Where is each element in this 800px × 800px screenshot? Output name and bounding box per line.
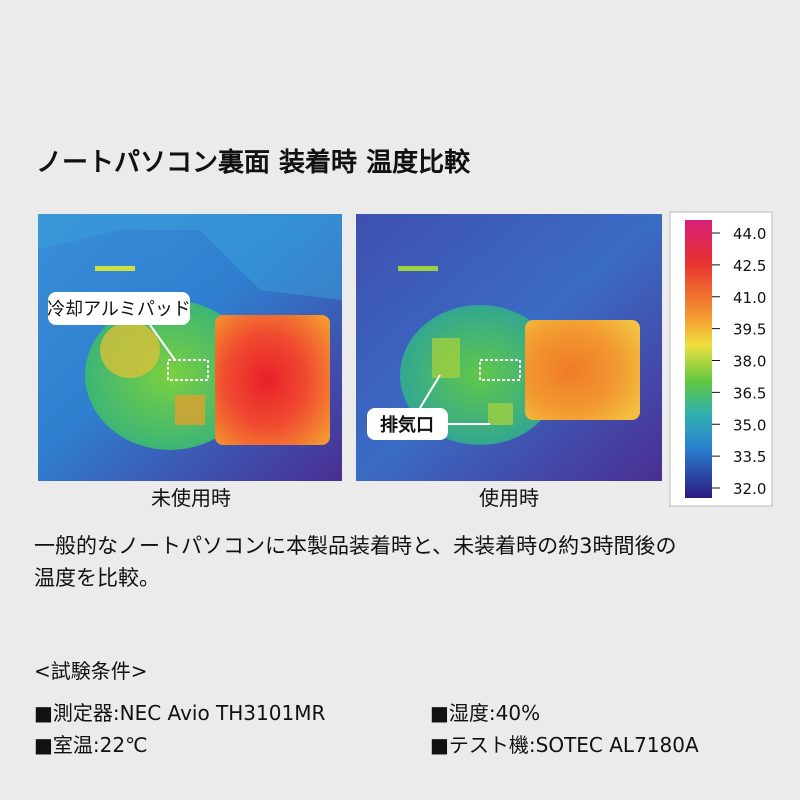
callout-label: 冷却アルミパッド: [47, 299, 191, 320]
condition: ■室温:22℃: [34, 733, 148, 757]
title: ノートパソコン裏面 装着時 温度比較: [36, 148, 471, 178]
image-caption: 使用時: [479, 486, 539, 510]
scale-label: 44.0: [733, 225, 766, 243]
callout-label: 排気口: [380, 414, 434, 436]
scale-label: 36.5: [733, 384, 766, 402]
condition: ■湿度:40%: [430, 701, 541, 725]
description: 一般的なノートパソコンに本製品装着時と、未装着時の約3時間後の: [34, 534, 677, 558]
scale-label: 41.0: [733, 289, 766, 307]
scale-label: 42.5: [733, 257, 766, 275]
condition: ■測定器:NEC Avio TH3101MR: [34, 701, 326, 725]
scale-label: 39.5: [733, 321, 766, 339]
conditions-heading: <試験条件>: [34, 659, 148, 683]
image-caption: 未使用時: [151, 486, 231, 510]
scale-label: 35.0: [733, 416, 766, 434]
scale-label: 32.0: [733, 480, 766, 498]
scale-ticks: 44.0 42.5 41.0 39.5 38.0 36.5 35.0 33.5 32.0: [712, 225, 766, 498]
scale-label: 33.5: [733, 448, 766, 466]
description: 温度を比較。: [34, 566, 160, 590]
scale-label: 38.0: [733, 353, 766, 371]
condition: ■テスト機:SOTEC AL7180A: [430, 733, 699, 757]
